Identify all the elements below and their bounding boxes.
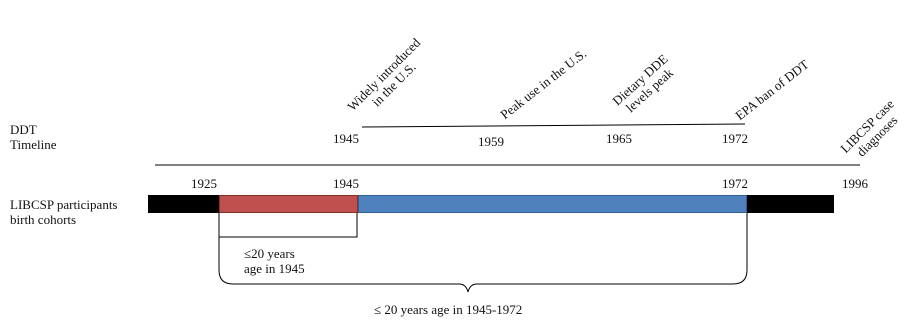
bracket-small-label: ≤20 years age in 1945: [244, 246, 305, 276]
cohort-bar-post-1972: [747, 195, 834, 213]
cohort-bar-1925-1945: [219, 195, 358, 213]
cohort-bar-pre-1925: [148, 195, 219, 213]
bracket-large: [218, 213, 748, 293]
bracket-small: [218, 213, 358, 238]
axis-year-1996: 1996: [842, 176, 868, 191]
axis-year-1925: 1925: [191, 176, 217, 191]
ddt-period-line: [361, 123, 746, 128]
axis-year-1945: 1945: [333, 176, 359, 191]
ddt-year-1972: 1972: [722, 131, 748, 146]
ddt-year-1965: 1965: [606, 131, 632, 146]
ddt-year-1959: 1959: [478, 134, 504, 149]
axis-year-1972: 1972: [722, 176, 748, 191]
bracket-large-label: ≤ 20 years age in 1945-1972: [374, 302, 523, 317]
ddt-year-1945: 1945: [333, 131, 359, 146]
ddt-timeline-label: DDT Timeline: [10, 122, 57, 152]
cohort-label: LIBCSP participants birth cohorts: [10, 197, 118, 227]
cohort-bar-1945-1972: [358, 195, 747, 213]
